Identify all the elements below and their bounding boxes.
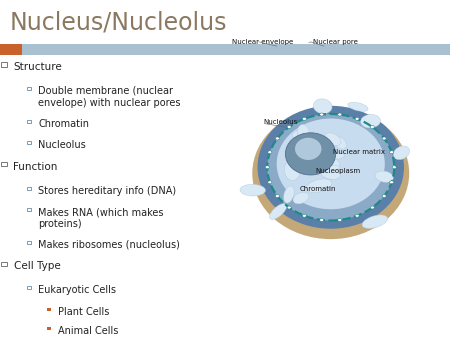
- Ellipse shape: [320, 113, 324, 116]
- Ellipse shape: [306, 179, 332, 193]
- Ellipse shape: [393, 146, 410, 160]
- Ellipse shape: [355, 214, 359, 217]
- Ellipse shape: [284, 186, 294, 203]
- Ellipse shape: [305, 163, 315, 171]
- Ellipse shape: [320, 168, 340, 179]
- Text: Nuclear envelope: Nuclear envelope: [232, 39, 293, 45]
- Ellipse shape: [284, 160, 300, 180]
- FancyBboxPatch shape: [47, 308, 51, 311]
- Text: Nuclear matrix: Nuclear matrix: [333, 149, 385, 155]
- Ellipse shape: [355, 117, 359, 120]
- Ellipse shape: [348, 102, 368, 111]
- Text: Nucleoplasm: Nucleoplasm: [315, 168, 360, 174]
- Ellipse shape: [370, 125, 374, 128]
- Ellipse shape: [302, 214, 306, 217]
- Text: Chromatin: Chromatin: [38, 119, 89, 129]
- Ellipse shape: [313, 99, 332, 114]
- Text: Nuclear pore: Nuclear pore: [313, 39, 358, 45]
- Text: Plant Cells: Plant Cells: [58, 307, 110, 317]
- Ellipse shape: [252, 107, 409, 239]
- Ellipse shape: [320, 218, 324, 221]
- Ellipse shape: [295, 138, 321, 160]
- Text: Stores hereditary info (DNA): Stores hereditary info (DNA): [38, 186, 176, 196]
- Ellipse shape: [392, 166, 396, 169]
- Ellipse shape: [382, 137, 386, 140]
- Ellipse shape: [297, 124, 310, 142]
- FancyBboxPatch shape: [47, 327, 51, 330]
- Ellipse shape: [370, 206, 374, 209]
- Ellipse shape: [265, 166, 269, 169]
- Ellipse shape: [302, 117, 306, 120]
- Ellipse shape: [285, 133, 336, 175]
- Text: Double membrane (nuclear
envelope) with nuclear pores: Double membrane (nuclear envelope) with …: [38, 86, 181, 108]
- Ellipse shape: [325, 133, 341, 146]
- Text: Nucleus/Nucleolus: Nucleus/Nucleolus: [10, 10, 227, 34]
- Ellipse shape: [287, 206, 291, 209]
- FancyBboxPatch shape: [0, 45, 22, 55]
- Ellipse shape: [390, 181, 394, 184]
- Ellipse shape: [287, 125, 291, 128]
- Ellipse shape: [362, 215, 387, 228]
- Ellipse shape: [390, 151, 394, 154]
- Ellipse shape: [257, 106, 404, 229]
- Ellipse shape: [268, 151, 272, 154]
- Ellipse shape: [382, 195, 386, 197]
- Ellipse shape: [275, 137, 279, 140]
- Ellipse shape: [267, 114, 394, 220]
- Text: Nucleolus: Nucleolus: [263, 119, 297, 125]
- Ellipse shape: [338, 113, 342, 116]
- Ellipse shape: [322, 158, 340, 177]
- Ellipse shape: [268, 181, 272, 184]
- Text: Cell Type: Cell Type: [14, 261, 60, 271]
- Text: Function: Function: [14, 162, 58, 172]
- Text: Makes RNA (which makes
proteins): Makes RNA (which makes proteins): [38, 207, 164, 229]
- Ellipse shape: [375, 171, 393, 182]
- Ellipse shape: [333, 137, 346, 149]
- Text: Animal Cells: Animal Cells: [58, 326, 119, 336]
- Text: Chromatin: Chromatin: [299, 186, 336, 192]
- Ellipse shape: [292, 131, 305, 140]
- Ellipse shape: [338, 218, 342, 221]
- Ellipse shape: [323, 153, 345, 160]
- Text: Structure: Structure: [14, 62, 62, 72]
- Ellipse shape: [322, 165, 339, 173]
- Ellipse shape: [270, 203, 287, 219]
- Ellipse shape: [360, 115, 380, 128]
- Text: Makes ribosomes (nucleolus): Makes ribosomes (nucleolus): [38, 240, 180, 250]
- Ellipse shape: [293, 192, 309, 204]
- FancyBboxPatch shape: [22, 45, 450, 55]
- Text: Eukaryotic Cells: Eukaryotic Cells: [38, 285, 116, 295]
- Ellipse shape: [277, 119, 385, 209]
- Ellipse shape: [275, 195, 279, 197]
- Ellipse shape: [240, 184, 266, 196]
- Ellipse shape: [316, 143, 330, 155]
- Text: Nucleolus: Nucleolus: [38, 140, 86, 150]
